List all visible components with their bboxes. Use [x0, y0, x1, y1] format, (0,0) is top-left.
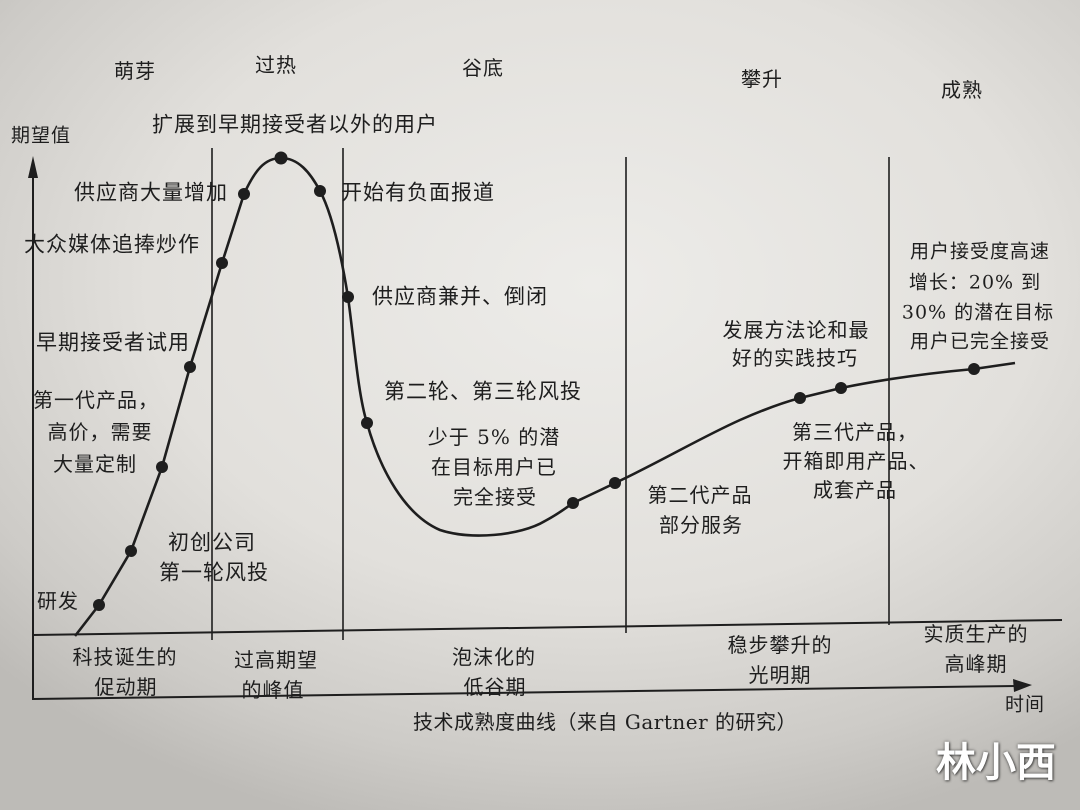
watermark: 林小西 [936, 740, 1056, 786]
phase-name-slope-line2: 光明期 [748, 663, 812, 687]
dot-early-adopters [184, 361, 196, 373]
annotation-adoption-growth-line2: 增长：20% 到 [908, 271, 1042, 294]
annotation-third-gen-line3: 成套产品 [813, 478, 897, 502]
dot-methodology [794, 392, 806, 404]
dot-adoption-growth [968, 363, 980, 375]
dot-vendors-increase [238, 188, 250, 200]
annotation-methodology-line1: 发展方法论和最 [722, 318, 870, 342]
annotation-startups-line2: 第一轮风投 [159, 560, 269, 585]
dot-negative-press [314, 185, 326, 197]
annotation-first-gen-line3: 大量定制 [53, 452, 137, 476]
annotation-second-gen-line2: 部分服务 [659, 513, 743, 537]
phase-name-plateau-line1: 实质生产的 [923, 622, 1029, 646]
annotation-startups-line1: 初创公司 [168, 530, 256, 555]
dot-consolidation [342, 291, 354, 303]
annotation-funding-rounds: 第二轮、第三轮风投 [384, 379, 582, 404]
dot-third-gen [835, 382, 847, 394]
annotation-vendors-increase: 供应商大量增加 [74, 180, 228, 205]
dot-startups [125, 545, 137, 557]
annotation-consolidation: 供应商兼并、倒闭 [372, 284, 548, 309]
annotation-first-gen-line2: 高价，需要 [47, 420, 153, 444]
y-axis-label: 期望值 [10, 124, 72, 147]
annotation-third-gen-line1: 第三代产品， [792, 420, 918, 444]
dot-first-gen [156, 461, 168, 473]
dot-funding-rounds [361, 417, 373, 429]
phase-name-trigger-line1: 科技诞生的 [72, 645, 178, 669]
annotation-rnd: 研发 [37, 589, 79, 613]
annotation-media-hype: 大众媒体追捧炒作 [24, 232, 200, 257]
annotation-adoption-growth-line3: 30% 的潜在目标 [901, 301, 1055, 324]
x-axis [32, 685, 1017, 700]
annotation-adoption-growth-line4: 用户已完全接受 [909, 330, 1051, 353]
dot-peak [274, 151, 288, 165]
annotation-first-gen-line1: 第一代产品， [33, 388, 159, 412]
annotation-negative-press: 开始有负面报道 [341, 180, 495, 205]
annotation-expand-users: 扩展到早期接受者以外的用户 [152, 112, 438, 137]
dot-rnd [93, 599, 105, 611]
annotation-early-adopters: 早期接受者试用 [36, 330, 190, 355]
annotation-less-than-5-line3: 完全接受 [453, 485, 537, 509]
hype-curve [73, 156, 1016, 637]
phase-name-plateau-line2: 高峰期 [944, 652, 1008, 676]
dot-media-hype [216, 257, 228, 269]
annotation-less-than-5-line1: 少于 5% 的潜 [427, 425, 561, 449]
annotation-third-gen-line2: 开箱即用产品、 [782, 449, 930, 473]
phase-name-trigger-line2: 促动期 [94, 675, 158, 699]
phase-name-trough-line2: 低谷期 [463, 675, 527, 699]
phase-name-slope-line1: 稳步攀升的 [727, 633, 833, 657]
phase-label-overheat: 过热 [255, 53, 297, 77]
phase-label-trough: 谷底 [462, 56, 504, 80]
y-axis-arrow-icon [28, 156, 38, 178]
annotation-adoption-growth-line1: 用户接受度高速 [909, 240, 1051, 263]
annotation-second-gen-line1: 第二代产品 [647, 483, 753, 507]
x-axis-label: 时间 [1004, 693, 1046, 716]
dot-less-than-5pct [567, 497, 579, 509]
figure-caption: 技术成熟度曲线（来自 Gartner 的研究） [413, 710, 797, 734]
phase-name-peak-line2: 的峰值 [241, 678, 305, 702]
phase-name-trough-line1: 泡沫化的 [452, 645, 536, 669]
phase-baseline [32, 619, 1063, 636]
x-axis-arrow-icon [1013, 679, 1032, 692]
annotation-less-than-5-line2: 在目标用户已 [431, 455, 557, 479]
phase-label-germination: 萌芽 [114, 59, 156, 83]
annotation-methodology-line2: 好的实践技巧 [732, 346, 858, 370]
phase-label-mature: 成熟 [941, 78, 983, 102]
phase-label-climb: 攀升 [741, 67, 783, 91]
dot-second-gen [609, 477, 621, 489]
phase-name-peak-line1: 过高期望 [234, 648, 318, 672]
